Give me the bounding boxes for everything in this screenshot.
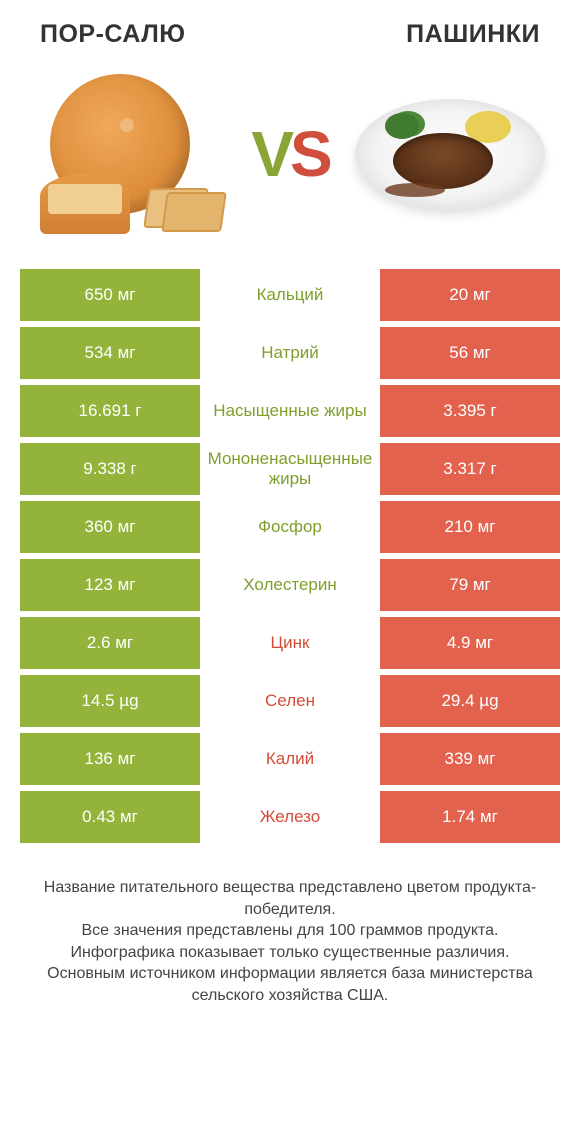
left-value: 16.691 г bbox=[20, 385, 200, 437]
table-row: 650 мгКальций20 мг bbox=[20, 269, 560, 321]
right-value: 339 мг bbox=[380, 733, 560, 785]
footer-line: Инфографика показывает только существенн… bbox=[20, 942, 560, 964]
vs-v: V bbox=[251, 118, 290, 190]
right-value: 79 мг bbox=[380, 559, 560, 611]
nutrient-label: Натрий bbox=[200, 327, 380, 379]
nutrient-label: Селен bbox=[200, 675, 380, 727]
hero-row: VS bbox=[0, 59, 580, 269]
table-row: 2.6 мгЦинк4.9 мг bbox=[20, 617, 560, 669]
nutrient-label: Насыщенные жиры bbox=[200, 385, 380, 437]
left-value: 123 мг bbox=[20, 559, 200, 611]
table-row: 14.5 µgСелен29.4 µg bbox=[20, 675, 560, 727]
table-row: 9.338 гМононенасыщенные жиры3.317 г bbox=[20, 443, 560, 495]
right-value: 56 мг bbox=[380, 327, 560, 379]
nutrient-label: Железо bbox=[200, 791, 380, 843]
right-value: 29.4 µg bbox=[380, 675, 560, 727]
right-value: 4.9 мг bbox=[380, 617, 560, 669]
comparison-table: 650 мгКальций20 мг 534 мгНатрий56 мг 16.69… bbox=[0, 269, 580, 843]
table-row: 16.691 гНасыщенные жиры3.395 г bbox=[20, 385, 560, 437]
footer-line: Основным источником информации является … bbox=[20, 963, 560, 1006]
header: ПОР-САЛЮ ПАШИНКИ bbox=[0, 0, 580, 59]
right-value: 20 мг bbox=[380, 269, 560, 321]
right-value: 3.395 г bbox=[380, 385, 560, 437]
table-row: 534 мгНатрий56 мг bbox=[20, 327, 560, 379]
nutrient-label: Калий bbox=[200, 733, 380, 785]
left-value: 534 мг bbox=[20, 327, 200, 379]
nutrient-label: Фосфор bbox=[200, 501, 380, 553]
nutrient-label: Мононенасыщенные жиры bbox=[200, 443, 380, 495]
left-value: 2.6 мг bbox=[20, 617, 200, 669]
cheese-illustration bbox=[40, 74, 220, 234]
right-value: 210 мг bbox=[380, 501, 560, 553]
footer-line: Название питательного вещества представл… bbox=[20, 877, 560, 920]
right-value: 1.74 мг bbox=[380, 791, 560, 843]
right-product-image bbox=[350, 74, 550, 234]
vs-label: VS bbox=[251, 117, 328, 191]
plate-illustration bbox=[355, 99, 545, 209]
left-value: 0.43 мг bbox=[20, 791, 200, 843]
vs-s: S bbox=[290, 118, 329, 190]
table-row: 123 мгХолестерин79 мг bbox=[20, 559, 560, 611]
nutrient-label: Кальций bbox=[200, 269, 380, 321]
nutrient-label: Цинк bbox=[200, 617, 380, 669]
footer-note: Название питательного вещества представл… bbox=[0, 849, 580, 1007]
nutrient-label: Холестерин bbox=[200, 559, 380, 611]
left-product-image bbox=[30, 74, 230, 234]
left-value: 136 мг bbox=[20, 733, 200, 785]
left-value: 650 мг bbox=[20, 269, 200, 321]
right-product-title: ПАШИНКИ bbox=[406, 20, 540, 49]
footer-line: Все значения представлены для 100 граммо… bbox=[20, 920, 560, 942]
left-value: 360 мг bbox=[20, 501, 200, 553]
table-row: 360 мгФосфор210 мг bbox=[20, 501, 560, 553]
table-row: 136 мгКалий339 мг bbox=[20, 733, 560, 785]
right-value: 3.317 г bbox=[380, 443, 560, 495]
left-value: 9.338 г bbox=[20, 443, 200, 495]
table-row: 0.43 мгЖелезо1.74 мг bbox=[20, 791, 560, 843]
left-product-title: ПОР-САЛЮ bbox=[40, 20, 186, 49]
left-value: 14.5 µg bbox=[20, 675, 200, 727]
